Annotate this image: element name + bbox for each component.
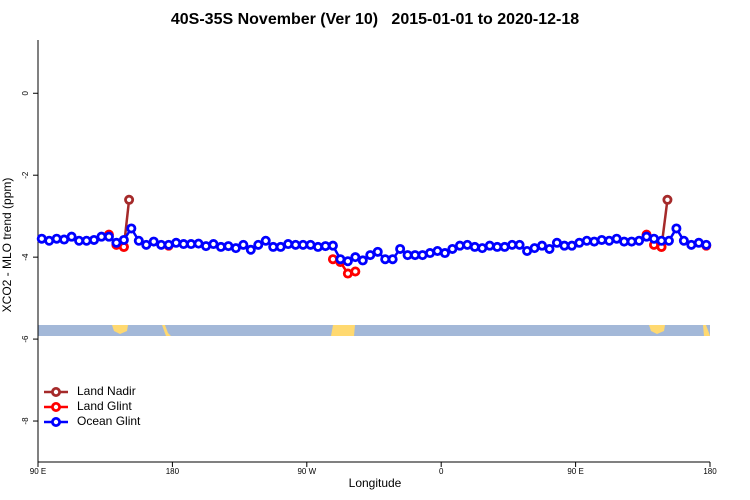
data-point: [365, 250, 376, 261]
data-point: [126, 223, 137, 234]
data-point: [701, 239, 712, 250]
data-point: [66, 231, 77, 242]
data-point: [544, 243, 555, 254]
data-point: [663, 235, 674, 246]
data-point: [141, 239, 152, 250]
x-tick-label: 180: [166, 467, 180, 476]
data-point: [118, 234, 129, 245]
y-tick-label: -4: [21, 253, 30, 261]
land-mask: [38, 325, 710, 336]
x-axis-label: Longitude: [349, 476, 402, 490]
legend-marker: [51, 401, 62, 412]
y-tick-label: -2: [21, 171, 30, 179]
mask-strip: [38, 325, 710, 336]
land-shape: [703, 325, 710, 336]
land-shape: [112, 325, 128, 334]
legend-label: Land Glint: [77, 399, 132, 413]
data-point: [537, 240, 548, 251]
data-point: [678, 235, 689, 246]
legend-label: Ocean Glint: [77, 414, 141, 428]
data-point: [357, 255, 368, 266]
y-tick-label: -6: [21, 335, 30, 343]
y-tick-label: -8: [21, 417, 30, 425]
data-point: [89, 234, 100, 245]
data-point: [439, 248, 450, 259]
data-point: [215, 241, 226, 252]
data-point: [350, 266, 361, 277]
data-point: [634, 235, 645, 246]
x-tick-label: 90 E: [30, 467, 46, 476]
land-shape: [162, 325, 171, 336]
y-axis-label: XCO2 - MLO trend (ppm): [0, 178, 14, 313]
x-tick-label: 0: [439, 467, 444, 476]
data-point: [327, 240, 338, 251]
data-point: [454, 240, 465, 251]
data-point: [238, 239, 249, 250]
x-tick-label: 90 E: [567, 467, 583, 476]
data-point: [148, 236, 159, 247]
data-point: [662, 194, 673, 205]
land-shape: [331, 325, 355, 336]
y-tick-label: 0: [21, 90, 30, 95]
chart-title: 40S-35S November (Ver 10) 2015-01-01 to …: [171, 11, 579, 28]
data-point: [103, 231, 114, 242]
x-tick-label: 90 W: [297, 467, 316, 476]
data-point: [133, 235, 144, 246]
data-point: [387, 254, 398, 265]
data-point: [469, 241, 480, 252]
legend-marker: [51, 416, 62, 427]
land-shape: [649, 325, 665, 334]
data-point: [589, 236, 600, 247]
data-point: [245, 244, 256, 255]
legend-marker: [51, 386, 62, 397]
legend-label: Land Nadir: [77, 384, 136, 398]
data-point: [484, 240, 495, 251]
data-point: [581, 235, 592, 246]
data-point: [626, 236, 637, 247]
data-point: [51, 233, 62, 244]
data-point: [124, 194, 135, 205]
data-point: [260, 235, 271, 246]
data-point: [171, 237, 182, 248]
data-point: [596, 234, 607, 245]
data-point: [372, 246, 383, 257]
x-tick-label: 180: [703, 467, 717, 476]
data-point: [230, 243, 241, 254]
data-point: [312, 241, 323, 252]
data-point: [342, 256, 353, 267]
data-point: [81, 235, 92, 246]
data-point: [671, 223, 682, 234]
data-point: [395, 243, 406, 254]
data-point: [253, 239, 264, 250]
data-point: [447, 243, 458, 254]
data-point: [283, 239, 294, 250]
data-point: [514, 239, 525, 250]
data-point: [350, 252, 361, 263]
